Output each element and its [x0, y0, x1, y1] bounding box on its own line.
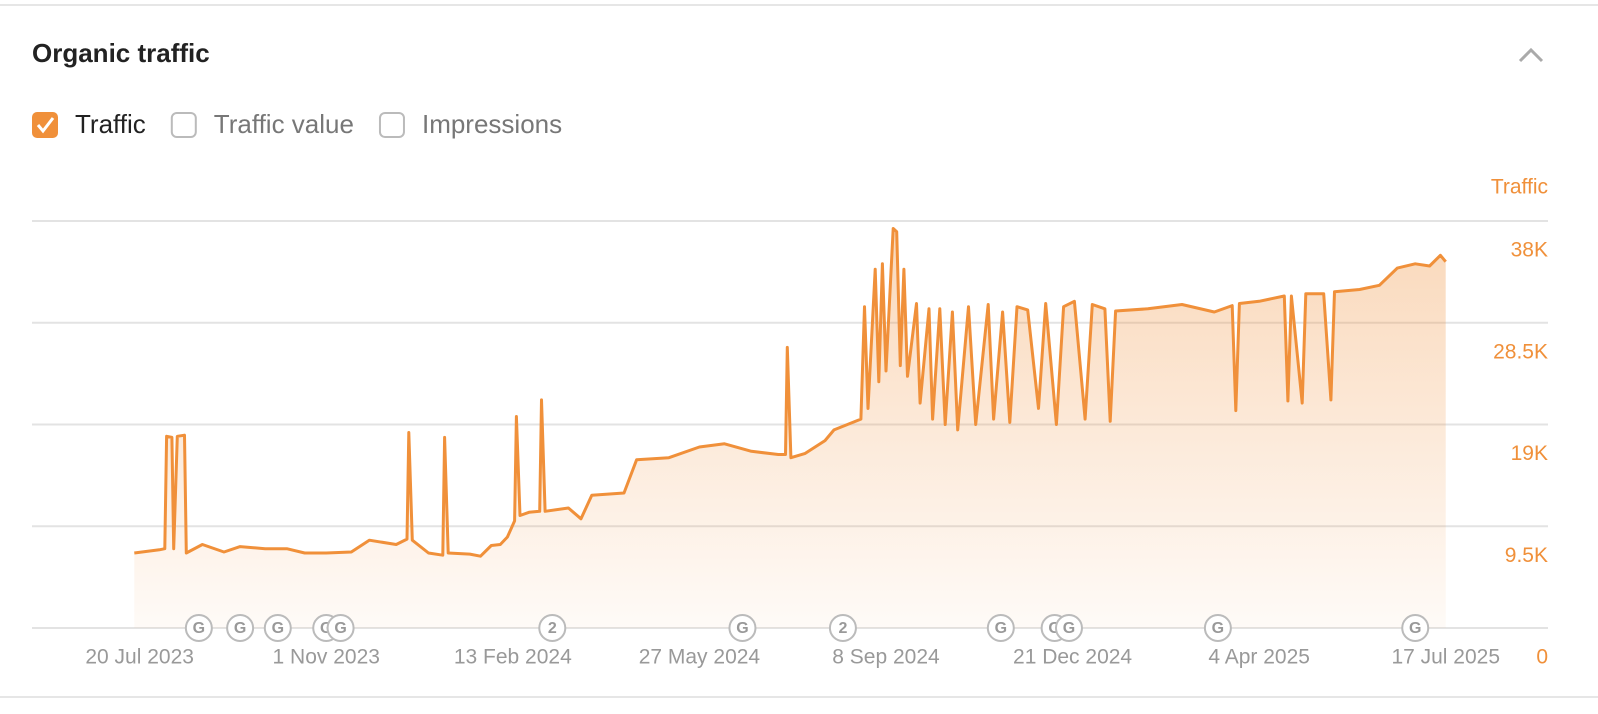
- checkbox-label: Traffic value: [214, 109, 354, 139]
- x-tick-label: 4 Apr 2025: [1208, 646, 1310, 669]
- checkmark: [36, 117, 55, 134]
- update-marker[interactable]: G: [184, 614, 213, 642]
- marker-circle: [1401, 614, 1430, 642]
- y-tick-label: 38K: [1511, 239, 1548, 262]
- marker-label: G: [1409, 620, 1421, 637]
- marker-label: G: [272, 620, 284, 637]
- marker-label: G: [1063, 620, 1075, 637]
- marker-circle: [263, 614, 292, 642]
- marker-label: G: [334, 620, 346, 637]
- x-tick-label: 1 Nov 2023: [273, 646, 380, 669]
- checkbox-label: Traffic: [75, 109, 146, 139]
- x-tick-label: 13 Feb 2024: [454, 646, 572, 669]
- checkbox[interactable]: Impressions: [378, 109, 562, 139]
- x-tick-label: 21 Dec 2024: [1013, 646, 1132, 669]
- update-marker[interactable]: 2: [538, 614, 567, 642]
- checkbox[interactable]: Traffic: [32, 109, 146, 139]
- marker-label: 2: [838, 620, 847, 637]
- x-tick-label: 27 May 2024: [639, 646, 761, 669]
- marker-circle: [728, 614, 757, 642]
- update-marker[interactable]: G: [1054, 614, 1083, 642]
- checkbox[interactable]: Traffic value: [170, 109, 354, 139]
- area-fill: [134, 228, 1446, 628]
- x-tick-label: 17 Jul 2025: [1391, 646, 1500, 669]
- collapse-toggle[interactable]: [1518, 47, 1544, 63]
- update-marker[interactable]: G: [986, 614, 1015, 642]
- marker-label: G: [1212, 620, 1224, 637]
- marker-circle: [226, 614, 255, 642]
- marker-circle: [326, 614, 355, 642]
- marker-circle: [828, 614, 857, 642]
- marker-circle: [184, 614, 213, 642]
- x-tick-label: 20 Jul 2023: [85, 646, 194, 669]
- marker-label: G: [736, 620, 748, 637]
- marker-label: G: [234, 620, 246, 637]
- marker-circle: [1054, 614, 1083, 642]
- update-marker[interactable]: G: [1401, 614, 1430, 642]
- y-tick-label: 28.5K: [1493, 340, 1548, 363]
- chart-title: Organic traffic: [32, 38, 210, 68]
- checkbox-label: Impressions: [422, 109, 562, 139]
- checkbox-box: [170, 112, 197, 138]
- marker-circle: [986, 614, 1015, 642]
- x-tick-label: 8 Sep 2024: [832, 646, 940, 669]
- update-marker[interactable]: G: [728, 614, 757, 642]
- update-marker[interactable]: G: [326, 614, 355, 642]
- update-marker[interactable]: G: [263, 614, 292, 642]
- marker-label: G: [193, 620, 205, 637]
- marker-label: 2: [548, 620, 557, 637]
- checkbox-box: [32, 112, 58, 138]
- y-tick-label: 0: [1536, 646, 1548, 669]
- traffic-line: [134, 227, 1447, 558]
- marker-label: G: [995, 620, 1007, 637]
- y-tick-label: 19K: [1511, 442, 1548, 465]
- y-tick-label: 9.5K: [1505, 544, 1548, 567]
- update-marker[interactable]: G: [226, 614, 255, 642]
- update-marker[interactable]: 2: [828, 614, 857, 642]
- checkbox-box: [378, 112, 405, 138]
- marker-circle: [1203, 614, 1232, 642]
- update-marker[interactable]: G: [1203, 614, 1232, 642]
- y-axis-label: Traffic: [1491, 176, 1548, 199]
- marker-circle: [538, 614, 567, 642]
